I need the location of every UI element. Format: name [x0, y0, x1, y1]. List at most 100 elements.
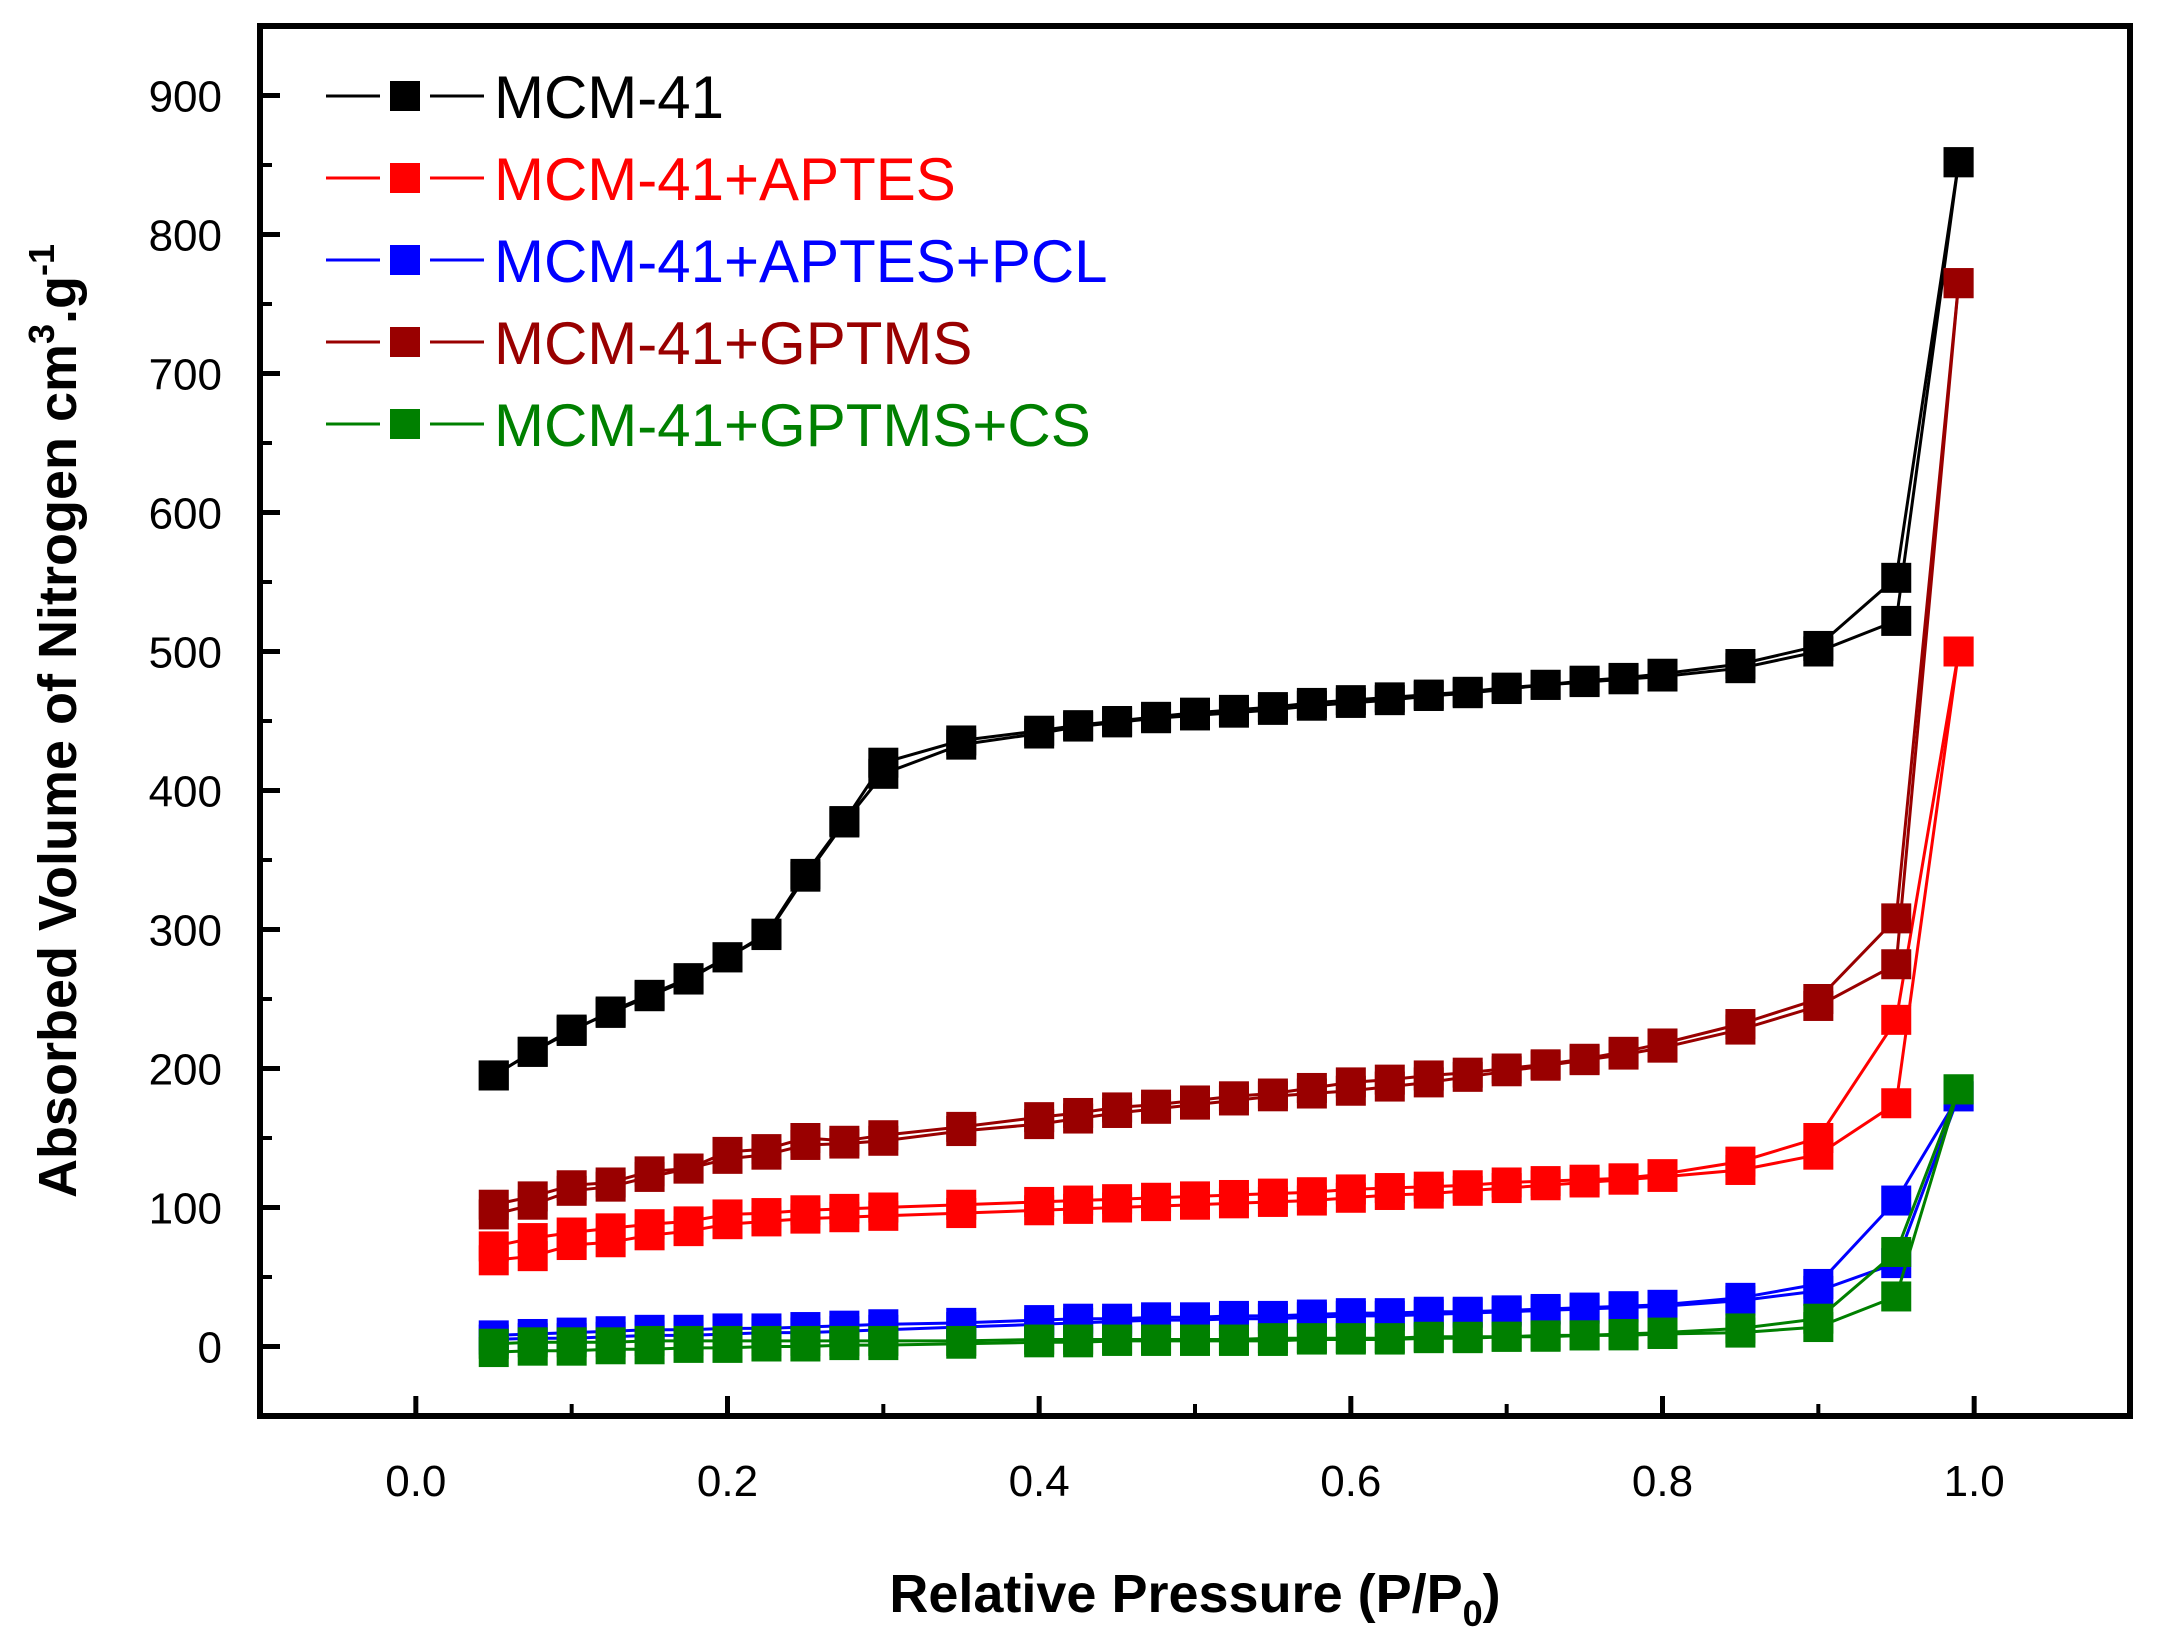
data-point: [1335, 1324, 1366, 1355]
legend-label: MCM-41+APTES+PCL: [494, 228, 1108, 295]
data-point: [595, 997, 626, 1028]
data-point: [1296, 1185, 1327, 1216]
data-point: [1608, 1320, 1639, 1351]
data-point: [1881, 903, 1912, 934]
data-point: [1725, 653, 1756, 684]
data-point: [1569, 1320, 1600, 1351]
y-tick-label: 100: [149, 1185, 222, 1234]
data-point: [1296, 1324, 1327, 1355]
data-point: [1218, 1085, 1249, 1116]
data-point: [1218, 1188, 1249, 1219]
series-line-desorption: [493, 161, 1961, 1077]
data-point: [868, 1125, 899, 1156]
data-point: [478, 1060, 509, 1091]
data-point: [1257, 1081, 1288, 1112]
data-point: [1881, 605, 1912, 636]
data-point: [1374, 1071, 1405, 1102]
y-tick-label: 0: [198, 1324, 222, 1373]
data-point: [1569, 1045, 1600, 1076]
y-tick-label: 300: [149, 907, 222, 956]
data-point: [751, 1206, 782, 1237]
data-point: [478, 1199, 509, 1230]
data-point: [1180, 1089, 1210, 1120]
data-point: [673, 964, 704, 995]
data-point: [478, 1245, 509, 1276]
data-point: [1413, 1067, 1444, 1098]
data-point: [595, 1171, 626, 1202]
data-point: [1335, 687, 1366, 718]
data-point: [1608, 664, 1639, 695]
data-point: [712, 1143, 743, 1174]
legend-label: MCM-41+APTES: [494, 146, 956, 213]
data-point: [946, 729, 977, 760]
legend-marker: [390, 327, 420, 357]
data-point: [1141, 703, 1172, 734]
legend: MCM-41 MCM-41+APTES MCM-41+APTES+PCL MCM-41…: [326, 64, 1108, 459]
data-point: [1881, 1185, 1912, 1216]
data-point: [790, 1203, 821, 1234]
data-point: [790, 1129, 821, 1160]
legend-label: MCM-41: [494, 64, 724, 131]
data-point: [1943, 147, 1974, 178]
data-point: [790, 1331, 821, 1362]
x-tick-label: 0.6: [1320, 1457, 1381, 1506]
data-point: [1180, 1189, 1210, 1220]
data-point: [517, 1189, 548, 1220]
data-point: [1530, 1321, 1561, 1352]
data-point: [1180, 700, 1210, 731]
data-point: [1881, 1236, 1912, 1267]
data-point: [1647, 1318, 1678, 1349]
data-point: [478, 1337, 509, 1368]
data-point: [868, 758, 899, 789]
data-point: [1725, 1154, 1756, 1185]
data-point: [1335, 1075, 1366, 1106]
data-point: [1491, 1173, 1522, 1204]
data-point: [1141, 1093, 1172, 1124]
plot-frame: [257, 23, 2133, 1419]
data-point: [1803, 1275, 1834, 1306]
data-point: [712, 1209, 743, 1240]
data-point: [1413, 680, 1444, 711]
y-tick-label: 500: [149, 629, 222, 678]
data-point: [1257, 1186, 1288, 1217]
data-point: [1569, 667, 1600, 698]
y-tick-label: 900: [149, 73, 222, 122]
data-point: [1374, 1179, 1405, 1210]
data-point: [1063, 1103, 1094, 1134]
data-point: [712, 1332, 743, 1363]
data-point: [1374, 1324, 1405, 1355]
data-point: [1024, 1327, 1055, 1358]
data-point: [1413, 1323, 1444, 1354]
data-point: [1725, 1317, 1756, 1348]
data-point: [829, 1330, 860, 1361]
data-point: [517, 1036, 548, 1067]
data-point: [1530, 1295, 1561, 1326]
data-point: [1881, 949, 1912, 980]
data-point: [1803, 990, 1834, 1021]
y-tick-label: 200: [149, 1046, 222, 1095]
series: [478, 147, 1974, 1091]
data-point: [1374, 685, 1405, 716]
data-point: [1141, 1191, 1172, 1222]
data-point: [673, 1153, 704, 1184]
data-point: [1102, 707, 1133, 738]
data-point: [1803, 636, 1834, 667]
data-point: [1530, 669, 1561, 700]
data-point: [1647, 1161, 1678, 1192]
data-point: [790, 861, 821, 892]
data-point: [751, 920, 782, 951]
data-point: [1024, 1195, 1055, 1226]
data-point: [1452, 678, 1483, 709]
data-point: [1569, 1293, 1600, 1324]
data-point: [1803, 1139, 1834, 1170]
data-point: [556, 1335, 587, 1366]
data-point: [1024, 718, 1055, 749]
data-point: [634, 1161, 665, 1192]
y-tick-label: 400: [149, 768, 222, 817]
data-point: [751, 1331, 782, 1362]
data-point: [1452, 1175, 1483, 1206]
x-tick-label: 0.2: [697, 1457, 758, 1506]
x-tick-label: 1.0: [1944, 1457, 2005, 1506]
data-point: [829, 1202, 860, 1233]
